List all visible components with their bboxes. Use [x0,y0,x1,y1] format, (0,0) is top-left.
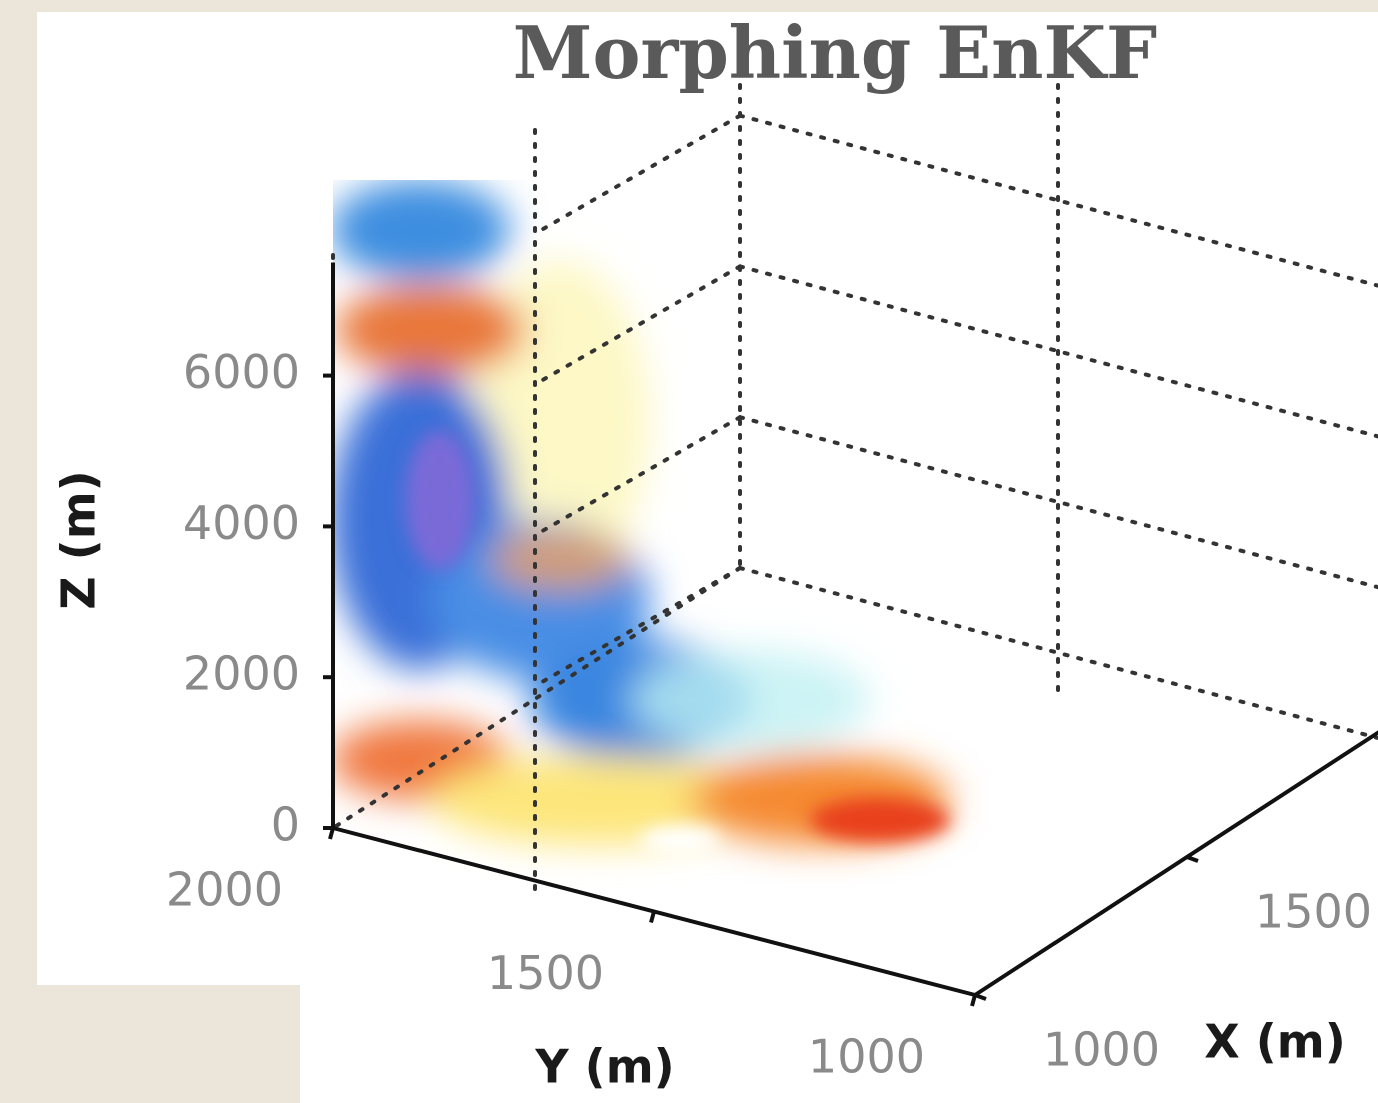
y-tick-label: 1500 [487,946,604,1000]
panel [300,980,1378,1103]
y-axis-label: Y (m) [534,1040,674,1094]
z-tick-label: 2000 [183,647,300,701]
grid-line [533,566,742,688]
grid-line [738,264,1378,439]
x-tick-label: 1000 [1043,1023,1160,1077]
x-tick-label: 1500 [1255,885,1372,939]
grid-line [738,566,1378,740]
grid-line [738,415,1378,590]
z-tick-label: 6000 [183,345,300,399]
grid-line [533,415,742,538]
grid-edge [331,566,742,830]
y-tick [328,827,335,840]
x-tick [1186,855,1199,863]
grid-line [533,264,742,387]
chart-title: Morphing EnKF [513,10,1157,95]
z-tick-label: 0 [271,798,300,852]
plume [333,180,950,854]
grid-line [533,113,742,236]
x-tick [974,993,987,1001]
z-tick-label: 4000 [183,496,300,550]
x-axis-label: X (m) [1204,1015,1345,1069]
y-tick-label: 1000 [808,1030,925,1084]
y-tick [649,910,656,924]
z-axis-label: Z (m) [52,470,106,609]
grid-line [738,113,1378,288]
y-tick-label: 2000 [166,863,283,917]
